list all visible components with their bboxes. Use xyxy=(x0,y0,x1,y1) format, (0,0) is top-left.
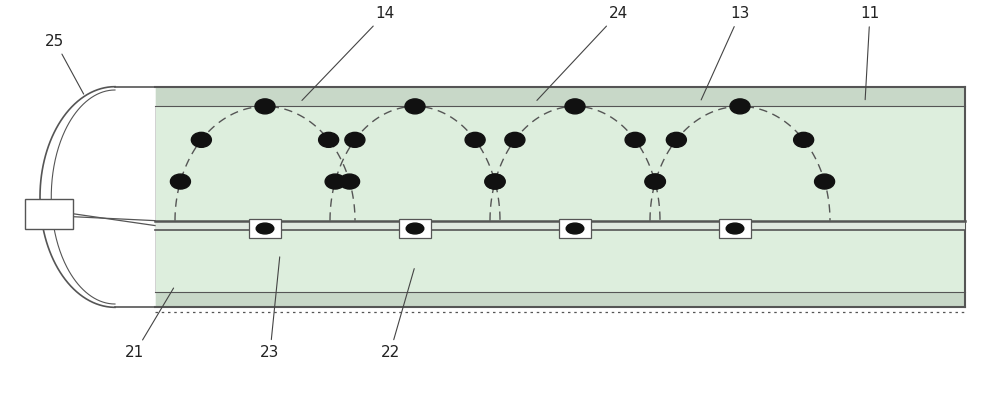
Bar xyxy=(559,219,591,238)
Bar xyxy=(155,87,965,307)
Ellipse shape xyxy=(405,99,425,114)
Ellipse shape xyxy=(170,174,190,189)
Bar xyxy=(249,219,281,238)
Text: 23: 23 xyxy=(260,257,280,360)
Ellipse shape xyxy=(794,132,814,147)
Ellipse shape xyxy=(815,174,835,189)
Bar xyxy=(155,292,965,307)
Ellipse shape xyxy=(340,174,360,189)
Ellipse shape xyxy=(255,99,275,114)
Ellipse shape xyxy=(345,132,365,147)
Bar xyxy=(25,199,73,229)
Ellipse shape xyxy=(645,174,665,189)
Ellipse shape xyxy=(730,99,750,114)
Ellipse shape xyxy=(325,174,345,189)
Text: 13: 13 xyxy=(701,6,750,100)
Ellipse shape xyxy=(726,223,744,234)
Ellipse shape xyxy=(485,174,505,189)
Ellipse shape xyxy=(566,223,584,234)
Ellipse shape xyxy=(319,132,339,147)
Text: 11: 11 xyxy=(860,6,880,100)
Ellipse shape xyxy=(505,132,525,147)
Text: 22: 22 xyxy=(380,269,414,360)
Ellipse shape xyxy=(645,174,665,189)
Bar xyxy=(719,219,751,238)
Ellipse shape xyxy=(666,132,686,147)
Ellipse shape xyxy=(565,99,585,114)
Text: 25: 25 xyxy=(45,34,84,94)
Ellipse shape xyxy=(191,132,211,147)
Bar xyxy=(155,221,965,230)
Ellipse shape xyxy=(625,132,645,147)
Text: 24: 24 xyxy=(537,6,628,100)
Text: 14: 14 xyxy=(302,6,395,100)
Polygon shape xyxy=(40,87,155,307)
Ellipse shape xyxy=(406,223,424,234)
Ellipse shape xyxy=(465,132,485,147)
Ellipse shape xyxy=(485,174,505,189)
Bar xyxy=(399,219,431,238)
Ellipse shape xyxy=(256,223,274,234)
Text: 21: 21 xyxy=(125,288,174,360)
Bar xyxy=(155,87,965,106)
